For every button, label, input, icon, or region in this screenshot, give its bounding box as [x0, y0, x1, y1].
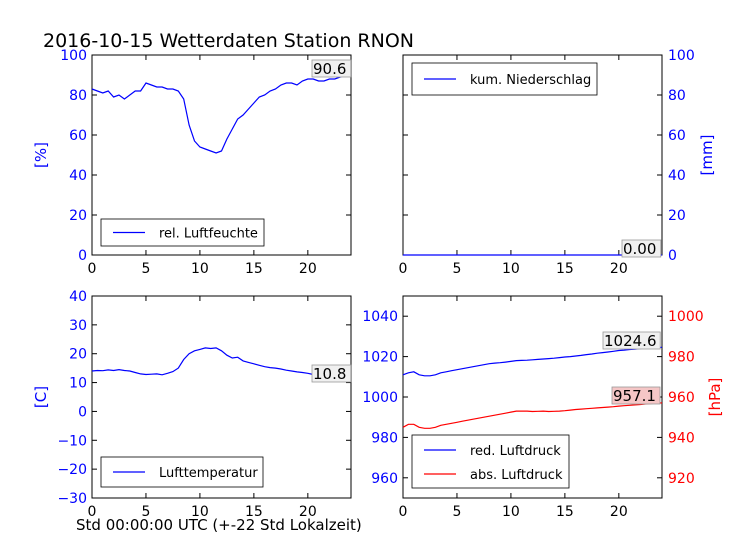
y-tick-label: 100 [668, 48, 695, 64]
value-label: 0.00 [623, 240, 656, 258]
x-tick-label: 10 [191, 261, 209, 277]
value-label-box [311, 364, 352, 383]
legend-entry: abs. Luftdruck [470, 468, 563, 483]
y-tick-label: 10 [69, 376, 87, 392]
y-tick-label-right: 940 [668, 430, 695, 446]
y-tick-label: 20 [668, 208, 686, 224]
y-tick-label: 80 [668, 88, 686, 104]
y-tick-label: 40 [668, 168, 686, 184]
y-tick-label-right: 1000 [668, 309, 704, 325]
y-tick-label: 100 [60, 48, 87, 64]
y-axis-label: [C] [32, 386, 50, 408]
value-label-box [602, 331, 661, 350]
y-tick-label: 80 [69, 88, 87, 104]
legend-entry: red. Luftdruck [470, 444, 561, 459]
x-tick-label: 15 [556, 504, 574, 520]
y-axis-label: [mm] [698, 135, 716, 176]
y-tick-label-left: 1040 [362, 309, 398, 325]
y-tick-label-left: 980 [371, 430, 398, 446]
value-label-box [311, 59, 352, 78]
y-tick-label: 0 [668, 248, 677, 264]
x-tick-label: 10 [502, 504, 520, 520]
legend-entry: Lufttemperatur [159, 466, 258, 481]
x-tick-label: 0 [399, 504, 408, 520]
chart-panel-humidity: 0 5 10 15 20 0 20 40 60 80 100 [%] 90.6 rel. Luftfeuc… [32, 48, 352, 277]
y-tick-label: 20 [69, 347, 87, 363]
x-tick-label: 0 [88, 261, 97, 277]
y-tick-label: −30 [57, 491, 87, 507]
y-tick-label-right: 920 [668, 471, 695, 487]
value-label-box [621, 239, 662, 258]
value-label: 90.6 [313, 60, 346, 78]
y-tick-label-left: 1000 [362, 390, 398, 406]
x-tick-label: 20 [299, 504, 317, 520]
x-tick-label: 5 [452, 504, 461, 520]
x-tick-label: 0 [399, 261, 408, 277]
x-tick-label: 15 [245, 504, 263, 520]
chart-panel-precipitation: 0 5 10 15 20 0 20 40 60 80 100 [mm] 0.00 kum. Nieders… [399, 48, 716, 277]
x-tick-label: 15 [245, 261, 263, 277]
y-tick-label-left: 1020 [362, 350, 398, 366]
x-axis-label: Std 00:00:00 UTC (+-22 Std Lokalzeit) [76, 516, 362, 534]
y-tick-label: 0 [78, 248, 87, 264]
y-tick-label: 20 [69, 208, 87, 224]
value-label: 957.1 [613, 387, 656, 405]
series-line-lufttemperatur [91, 347, 352, 381]
y-axis-label: [hPa] [706, 378, 724, 417]
value-label: 10.8 [313, 365, 346, 383]
legend-box [411, 434, 570, 489]
y-tick-label: 60 [69, 128, 87, 144]
x-tick-label: 20 [610, 261, 628, 277]
legend-entry: kum. Niederschlag [470, 73, 591, 88]
y-tick-label: 30 [69, 318, 87, 334]
x-tick-label: 10 [191, 504, 209, 520]
y-axis-label: [%] [32, 142, 50, 168]
y-tick-label-right: 980 [668, 350, 695, 366]
x-tick-label: 5 [452, 261, 461, 277]
series-line-red-luftdruck [402, 346, 663, 377]
y-tick-label: 40 [69, 168, 87, 184]
y-tick-label: −10 [57, 433, 87, 449]
y-tick-label: −20 [57, 462, 87, 478]
x-tick-label: 5 [141, 261, 150, 277]
chart-panel-temperature: 0 5 10 15 20 −30 −20 −10 0 10 20 30 40 [C] 10.8 Lufttem… [32, 289, 352, 520]
x-tick-label: 0 [88, 504, 97, 520]
x-tick-label: 20 [610, 504, 628, 520]
y-tick-label: 40 [69, 289, 87, 305]
x-tick-label: 15 [556, 261, 574, 277]
x-tick-label: 20 [299, 261, 317, 277]
y-tick-label-right: 960 [668, 390, 695, 406]
value-label: 1024.6 [604, 332, 657, 350]
y-tick-label-left: 960 [371, 471, 398, 487]
y-tick-label: 0 [78, 404, 87, 420]
legend-entry: rel. Luftfeuchte [159, 227, 258, 242]
x-tick-label: 5 [141, 504, 150, 520]
series-line-rel-luftfeuchte [91, 73, 352, 154]
chart-panel-pressure: 0 5 10 15 20 960 980 1000 1020 1040 920 940 960 980 10… [362, 295, 724, 520]
figure-title: 2016-10-15 Wetterdaten Station RNON [43, 30, 414, 52]
series-line-abs-luftdruck [402, 402, 663, 429]
value-label-box [611, 386, 661, 405]
y-tick-label: 60 [668, 128, 686, 144]
x-tick-label: 10 [502, 261, 520, 277]
